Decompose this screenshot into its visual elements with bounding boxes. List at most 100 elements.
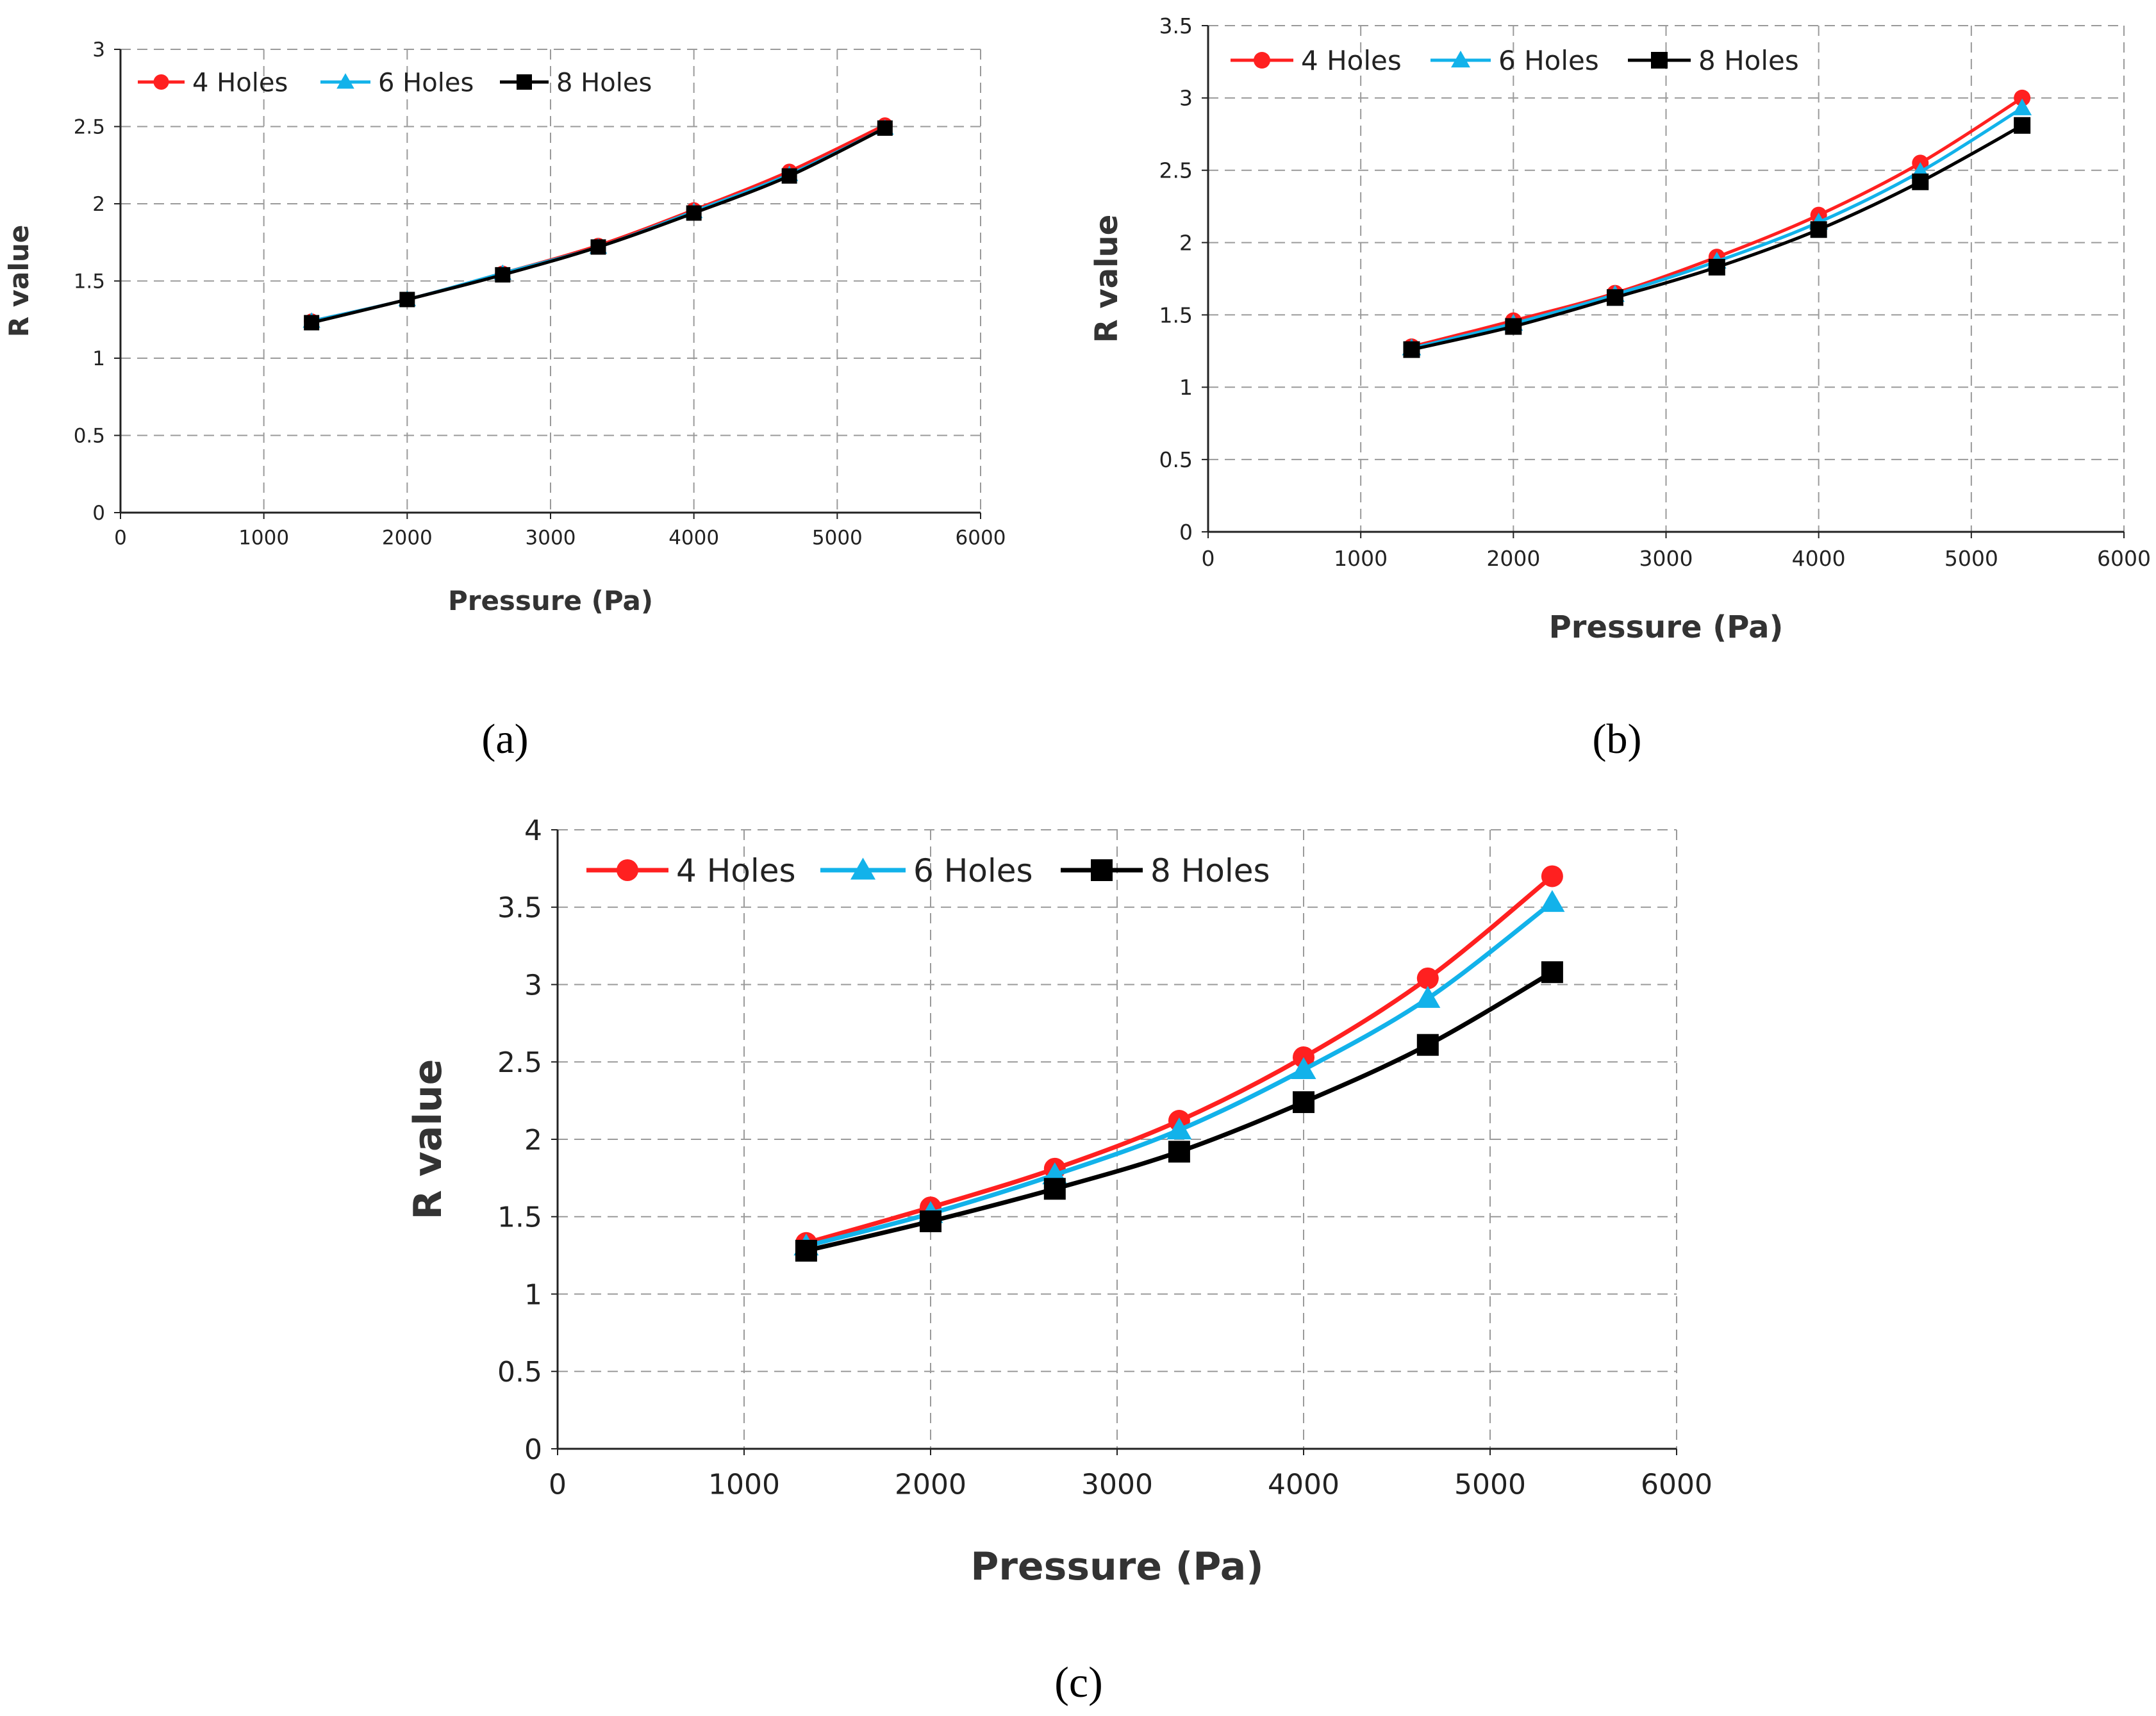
legend-label: 8 Holes [556,68,652,97]
series-4-holes [795,865,1563,1254]
x-tick-label: 3000 [526,527,576,550]
series-line [1411,106,2023,350]
x-tick-label: 1000 [1334,546,1388,571]
x-tick-label: 4000 [668,527,719,550]
data-point [2012,98,2032,115]
x-tick-label: 2000 [382,527,433,550]
y-tick-label: 1 [92,347,105,370]
legend-entry: 4 Holes [1231,45,1402,76]
data-point [1912,173,1929,190]
data-point [399,292,415,308]
legend-label: 8 Holes [1698,45,1799,76]
y-tick-label: 3.5 [1159,13,1193,38]
data-point [877,120,893,136]
y-tick-label: 0.5 [1159,447,1193,472]
series-line [806,900,1554,1249]
data-point [1415,986,1441,1008]
legend-marker [336,73,354,89]
legend-label: 6 Holes [1498,45,1599,76]
data-point [1505,318,1522,335]
chart-caption: (b) [1593,716,1642,763]
data-point [1708,258,1725,276]
data-point [1606,289,1623,306]
chart-caption: (a) [481,716,528,763]
x-axis-title: Pressure (Pa) [970,1544,1263,1589]
x-tick-label: 5000 [812,527,863,550]
legend-marker [1451,51,1470,68]
data-point [1539,889,1565,912]
legend-entry: 6 Holes [1430,45,1599,76]
x-tick-label: 5000 [1454,1468,1526,1501]
y-tick-label: 2 [1179,230,1193,255]
legend-marker [617,859,638,881]
legend-label: 4 Holes [1301,45,1402,76]
y-tick-label: 1 [524,1278,542,1311]
series-8-holes [795,961,1563,1262]
y-axis-title: R value [3,225,35,337]
series-line [311,126,886,323]
x-tick-label: 0 [1202,546,1215,571]
legend-entry: 6 Holes [320,68,474,97]
y-axis-title: R value [406,1059,451,1220]
data-point [1168,1141,1190,1163]
y-tick-label: 1.5 [497,1201,542,1234]
y-tick-label: 1.5 [74,270,105,293]
legend-entry: 8 Holes [1061,852,1270,889]
y-tick-label: 0 [92,502,105,525]
y-tick-label: 2 [524,1124,542,1157]
legend-marker [153,74,169,90]
y-tick-label: 4 [524,814,542,847]
legend-marker [517,74,532,90]
series-line [1411,124,2023,352]
legend-label: 6 Holes [378,68,474,97]
chart-a: 0 1000 2000 3000 4000 5000 6000 0 0.5 1 1.5 2 2.5 3 Pr… [3,38,1006,763]
y-axis-title: R value [1089,215,1125,343]
data-point [1416,1034,1439,1056]
data-point [1291,1057,1316,1079]
series-6-holes [1402,98,2032,356]
x-tick-label: 0 [549,1468,567,1501]
legend-marker [1254,52,1270,69]
x-tick-label: 2000 [1486,546,1540,571]
legend-entry: 8 Holes [500,68,652,97]
y-tick-label: 3 [92,38,105,62]
series-8-holes [304,120,893,331]
series-6-holes [303,119,894,328]
data-point [2014,117,2031,134]
x-tick-label: 3000 [1081,1468,1153,1501]
series-line [805,874,1554,1246]
chart-caption: (c) [1054,1658,1102,1706]
legend-entry: 4 Holes [586,852,796,889]
series-8-holes [1403,117,2031,358]
legend-marker [850,857,876,880]
y-tick-label: 1 [1179,375,1193,400]
chart-b: 0 1000 2000 3000 4000 5000 6000 0 0.5 1 1.5 2 2.5 3 3.… [1089,13,2151,763]
legend-label: 6 Holes [913,852,1033,889]
y-tick-label: 2.5 [497,1046,542,1079]
data-point [1043,1178,1066,1200]
legend-label: 4 Holes [192,68,288,97]
series-6-holes [793,889,1565,1256]
x-tick-label: 4000 [1792,546,1846,571]
x-tick-label: 4000 [1268,1468,1339,1501]
data-point [2014,89,2031,106]
legend-entry: 4 Holes [138,68,288,97]
series-line [311,123,886,323]
x-tick-label: 1000 [238,527,289,550]
legend-marker [1091,859,1113,881]
legend-entry: 6 Holes [820,852,1033,889]
x-tick-label: 6000 [2097,546,2151,571]
x-axis-title: Pressure (Pa) [448,585,653,616]
data-point [1541,865,1563,887]
y-tick-label: 3 [524,969,542,1002]
x-tick-label: 6000 [956,527,1006,550]
y-tick-label: 3.5 [497,892,542,925]
y-tick-label: 0 [1179,520,1193,545]
legend-label: 4 Holes [676,852,796,889]
x-tick-label: 1000 [708,1468,780,1501]
x-tick-label: 0 [114,527,127,550]
data-point [590,239,606,255]
data-point [920,1210,941,1232]
data-point [1403,341,1420,358]
